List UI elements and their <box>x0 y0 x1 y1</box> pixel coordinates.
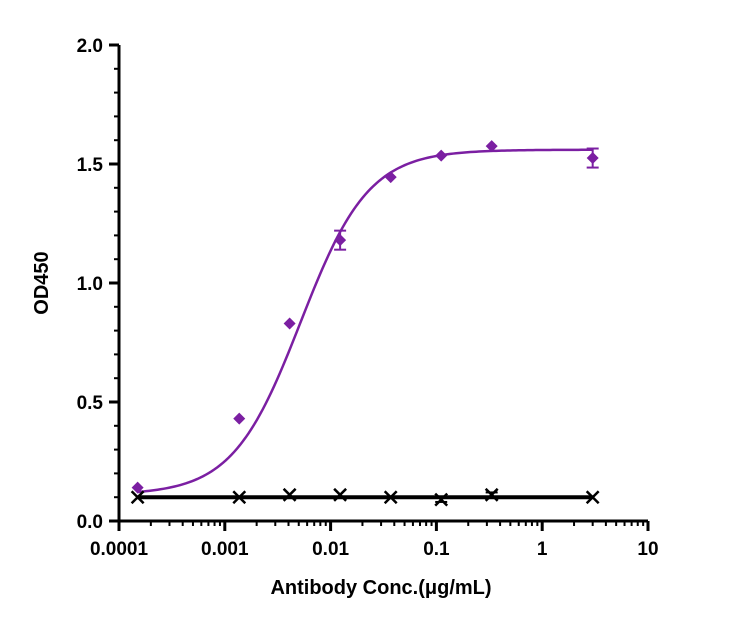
x-tick-label: 0.0001 <box>90 539 149 560</box>
y-tick-label: 0.5 <box>77 393 104 414</box>
x-tick-label: 1 <box>537 539 548 560</box>
data-point <box>434 492 449 507</box>
data-point <box>383 490 398 505</box>
y-axis-title: OD450 <box>31 251 53 314</box>
x-tick-label: 10 <box>637 539 658 560</box>
x-tick-label: 0.01 <box>312 539 349 560</box>
data-point <box>333 487 347 502</box>
data-point <box>232 490 247 505</box>
data-point <box>586 152 599 165</box>
y-tick-label: 1.5 <box>77 155 104 176</box>
y-tick-label: 2.0 <box>77 36 103 57</box>
data-point <box>131 481 144 494</box>
data-point <box>485 140 498 153</box>
fit-curve <box>137 148 593 494</box>
data-point <box>384 171 397 184</box>
data-point <box>435 149 448 162</box>
data-point <box>334 234 347 247</box>
axes: 0.0 0.5 1.0 1.5 2.0 0.0001 0.001 0.01 0.1 1 10 <box>77 36 659 560</box>
data-point <box>282 487 297 502</box>
x-tick-label: 0.1 <box>423 539 450 560</box>
data-point <box>130 490 145 505</box>
series-0 <box>131 140 599 494</box>
data-point <box>283 317 296 330</box>
data-point <box>233 412 246 425</box>
x-axis-title: Antibody Conc.(μg/mL) <box>270 577 491 599</box>
series-1 <box>130 487 600 507</box>
y-tick-label: 1.0 <box>77 274 103 295</box>
x-tick-label: 0.001 <box>201 539 249 560</box>
data-point <box>585 490 600 505</box>
y-tick-label: 0.0 <box>77 512 103 533</box>
data-point <box>484 487 499 502</box>
plot-area <box>130 140 600 507</box>
